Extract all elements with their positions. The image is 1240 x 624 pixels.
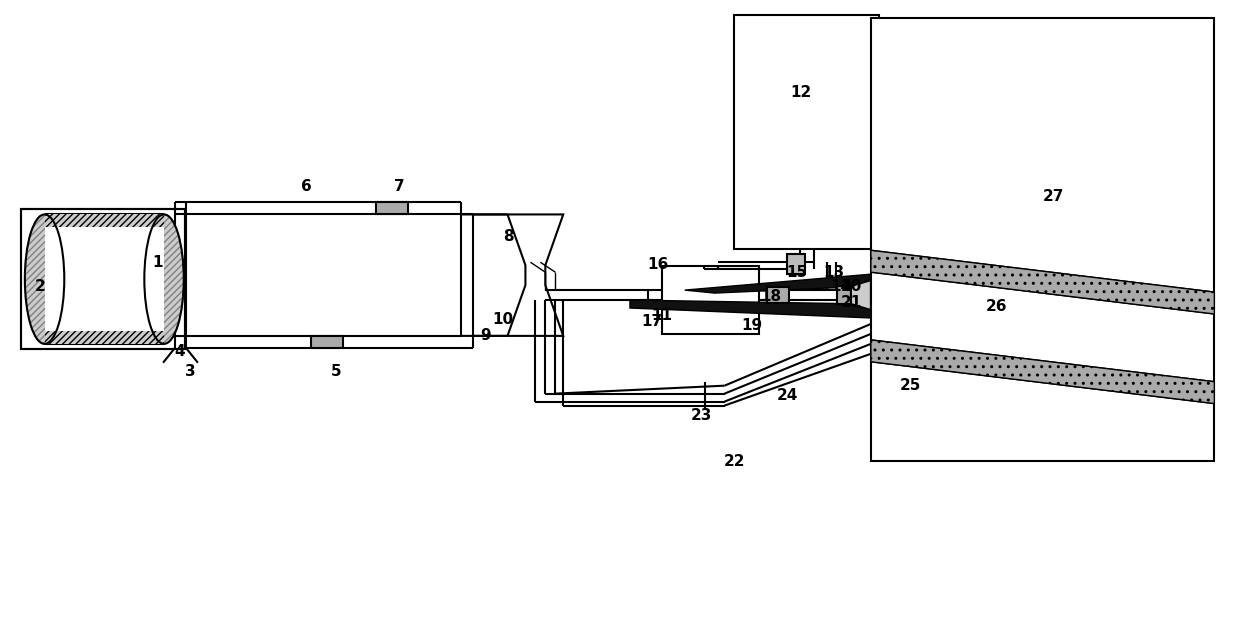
Bar bbox=[662, 266, 759, 334]
Text: 14: 14 bbox=[831, 278, 852, 294]
Text: 6: 6 bbox=[301, 179, 311, 194]
Text: 15: 15 bbox=[786, 265, 807, 280]
Polygon shape bbox=[684, 274, 870, 293]
Bar bbox=[45, 227, 164, 331]
Polygon shape bbox=[630, 300, 870, 318]
Text: 26: 26 bbox=[986, 298, 1007, 313]
Text: 7: 7 bbox=[393, 179, 404, 194]
Ellipse shape bbox=[144, 215, 184, 344]
Bar bbox=[768, 287, 789, 303]
Text: 22: 22 bbox=[724, 454, 745, 469]
Text: 1: 1 bbox=[151, 255, 162, 270]
Text: 12: 12 bbox=[791, 85, 812, 100]
Text: 21: 21 bbox=[841, 295, 862, 310]
Text: 25: 25 bbox=[900, 378, 921, 393]
Bar bbox=[45, 331, 164, 344]
Text: 3: 3 bbox=[185, 364, 195, 379]
Text: 16: 16 bbox=[647, 256, 668, 271]
Text: 24: 24 bbox=[776, 388, 797, 403]
Bar bbox=[870, 18, 1214, 461]
Polygon shape bbox=[851, 280, 870, 310]
Text: 20: 20 bbox=[841, 278, 862, 294]
Bar bbox=[787, 254, 805, 274]
Text: 8: 8 bbox=[503, 229, 513, 244]
Bar bbox=[21, 210, 185, 349]
Bar bbox=[376, 203, 408, 215]
Bar bbox=[311, 336, 343, 348]
Text: 27: 27 bbox=[1043, 189, 1064, 204]
Text: 19: 19 bbox=[740, 318, 761, 333]
Bar bbox=[734, 16, 879, 249]
Text: 23: 23 bbox=[691, 408, 712, 423]
Bar bbox=[45, 215, 164, 227]
Text: 10: 10 bbox=[492, 313, 513, 328]
Text: 13: 13 bbox=[823, 265, 844, 280]
Text: 4: 4 bbox=[175, 344, 185, 359]
Text: 9: 9 bbox=[480, 328, 491, 343]
Text: 18: 18 bbox=[761, 288, 782, 303]
Bar bbox=[837, 286, 851, 304]
Ellipse shape bbox=[25, 215, 64, 344]
Text: 2: 2 bbox=[35, 278, 46, 294]
Polygon shape bbox=[870, 250, 1214, 314]
Polygon shape bbox=[870, 340, 1214, 404]
Text: 17: 17 bbox=[641, 314, 662, 329]
Bar bbox=[21, 210, 185, 349]
Text: 11: 11 bbox=[651, 308, 672, 323]
Text: 5: 5 bbox=[331, 364, 341, 379]
